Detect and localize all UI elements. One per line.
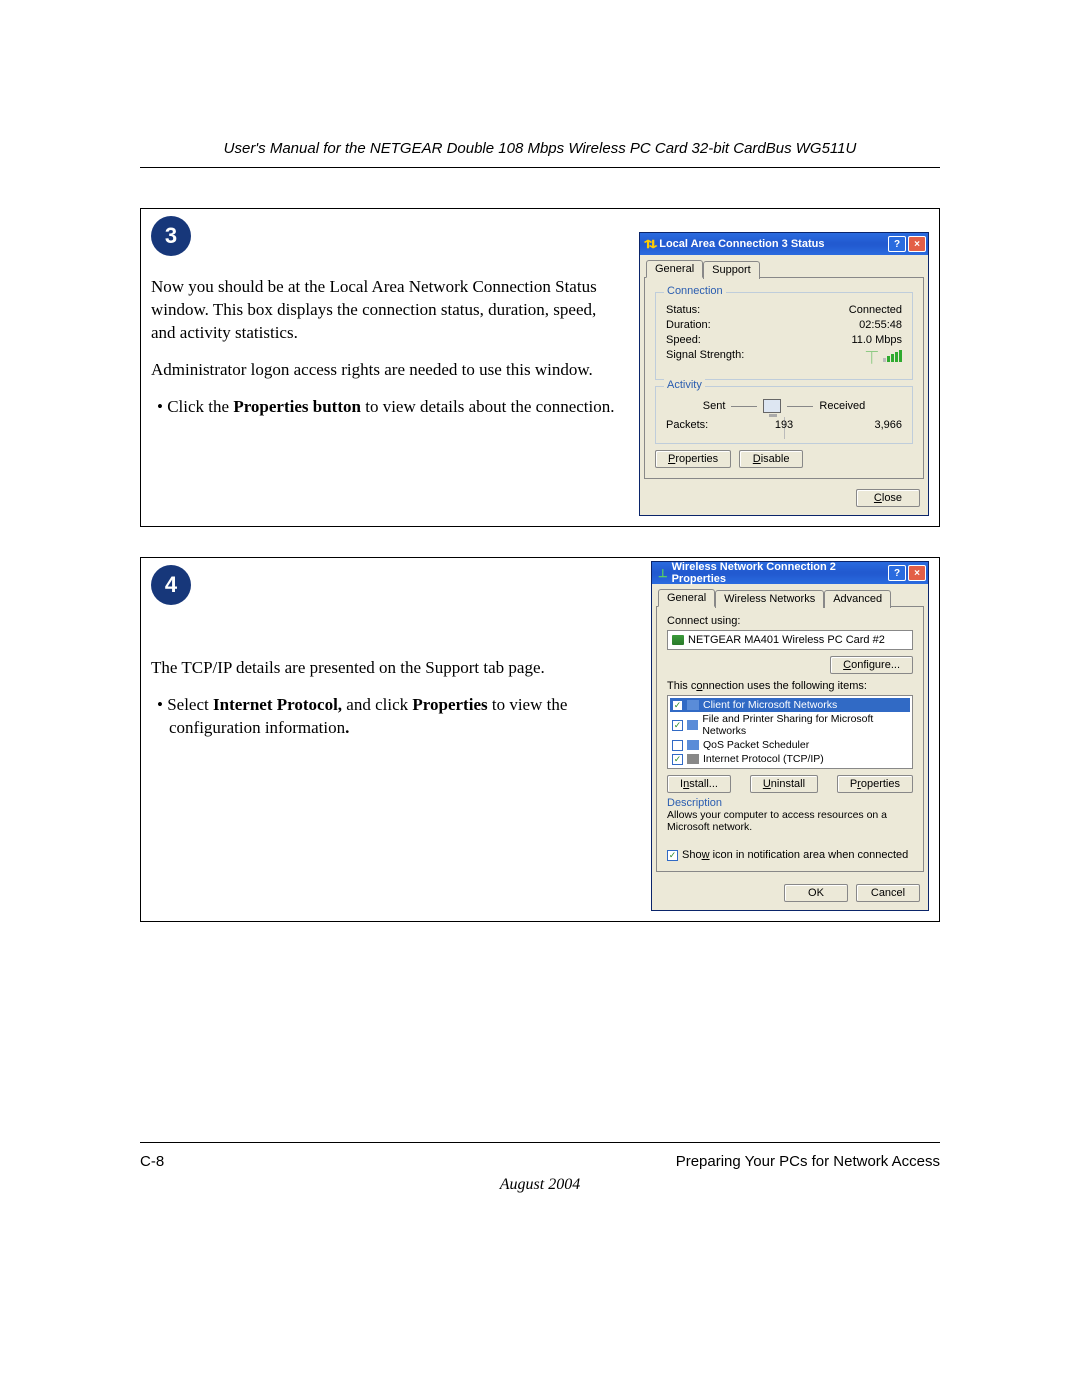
component-icon: [687, 754, 699, 764]
checkbox-icon[interactable]: ✓: [672, 740, 683, 751]
disable-button[interactable]: Disable: [739, 450, 803, 468]
step-3-badge: 3: [151, 216, 191, 256]
step3-bullet1: Click the Properties button to view deta…: [169, 396, 621, 419]
activity-fieldset: Activity Sent Received Packets: 193 3,96…: [655, 386, 913, 444]
signal-label: Signal Strength:: [666, 349, 744, 366]
speed-label: Speed:: [666, 334, 701, 346]
step-4-badge: 4: [151, 565, 191, 605]
signal-strength-icon: ⏉: [866, 349, 902, 366]
show-icon-label: Show icon in notification area when conn…: [682, 849, 908, 861]
component-label: QoS Packet Scheduler: [703, 739, 809, 751]
duration-label: Duration:: [666, 319, 711, 331]
help-button[interactable]: ?: [888, 236, 906, 252]
list-item[interactable]: ✓ QoS Packet Scheduler: [670, 738, 910, 752]
computers-icon: [763, 399, 781, 413]
component-icon: [687, 720, 698, 730]
checkbox-icon[interactable]: ✓: [672, 700, 683, 711]
packets-received: 3,966: [874, 419, 902, 431]
component-icon: [687, 700, 699, 710]
text: to view details about the connection.: [361, 397, 615, 416]
text-bold: Properties: [412, 695, 487, 714]
close-button[interactable]: ×: [908, 236, 926, 252]
status-value: Connected: [849, 304, 902, 316]
packets-label: Packets:: [666, 419, 708, 431]
text-bold: .: [345, 718, 349, 737]
uses-items-label: This connection uses the following items…: [667, 680, 913, 692]
step-3-box: 3 Now you should be at the Local Area Ne…: [140, 208, 940, 527]
description-text: Allows your computer to access resources…: [667, 809, 913, 833]
dialog-titlebar: ⊥ Wireless Network Connection 2 Properti…: [652, 562, 928, 584]
properties-button[interactable]: PPropertiesroperties: [655, 450, 731, 468]
step4-para1: The TCP/IP details are presented on the …: [151, 657, 633, 680]
step4-bullet1: Select Internet Protocol, and click Prop…: [169, 694, 633, 740]
footer-date: August 2004: [140, 1176, 940, 1194]
step3-para2: Administrator logon access rights are ne…: [151, 359, 621, 382]
page-footer: C-8 Preparing Your PCs for Network Acces…: [140, 1142, 940, 1170]
uninstall-button[interactable]: Uninstall: [750, 775, 818, 793]
lan-status-dialog: ⇅ Local Area Connection 3 Status ? × Gen…: [639, 232, 929, 516]
tabs: General Support: [640, 255, 928, 277]
properties-button[interactable]: Properties: [837, 775, 913, 793]
tab-panel: Connection Status: Connected Duration: 02:…: [644, 277, 924, 479]
tab-wireless-networks[interactable]: Wireless Networks: [715, 590, 824, 608]
tab-support[interactable]: Support: [703, 261, 760, 279]
tabs: General Wireless Networks Advanced: [652, 584, 928, 606]
tab-general[interactable]: General: [658, 589, 715, 607]
page-number: C-8: [140, 1153, 164, 1170]
configure-button[interactable]: Configure...: [830, 656, 913, 674]
list-item[interactable]: ✓ File and Printer Sharing for Microsoft…: [670, 712, 910, 738]
ok-button[interactable]: OK: [784, 884, 848, 902]
checkbox-icon[interactable]: ✓: [672, 720, 683, 731]
adapter-field: NETGEAR MA401 Wireless PC Card #2: [667, 630, 913, 650]
description-label: Description: [667, 797, 913, 809]
speed-value: 11.0 Mbps: [851, 334, 902, 346]
tab-general[interactable]: General: [646, 260, 703, 278]
help-button[interactable]: ?: [888, 565, 906, 581]
sent-label: Sent: [703, 400, 726, 412]
status-label: Status:: [666, 304, 700, 316]
text: Click the: [167, 397, 233, 416]
dialog-titlebar: ⇅ Local Area Connection 3 Status ? ×: [640, 233, 928, 255]
show-icon-checkbox[interactable]: ✓: [667, 850, 678, 861]
activity-legend: Activity: [664, 379, 705, 391]
text-bold: Internet Protocol,: [213, 695, 342, 714]
connect-using-label: Connect using:: [667, 615, 913, 627]
close-button[interactable]: ×: [908, 565, 926, 581]
text-bold: Properties button: [233, 397, 361, 416]
component-label: Internet Protocol (TCP/IP): [703, 753, 824, 765]
received-label: Received: [819, 400, 865, 412]
text: and click: [342, 695, 412, 714]
wlan-properties-dialog: ⊥ Wireless Network Connection 2 Properti…: [651, 561, 929, 911]
checkbox-icon[interactable]: ✓: [672, 754, 683, 765]
install-button[interactable]: Install...: [667, 775, 731, 793]
components-list[interactable]: ✓ Client for Microsoft Networks ✓ File a…: [667, 695, 913, 769]
list-item[interactable]: ✓ Internet Protocol (TCP/IP): [670, 752, 910, 766]
dialog-title: Local Area Connection 3 Status: [659, 238, 824, 250]
step-4-box: 4 The TCP/IP details are presented on th…: [140, 557, 940, 922]
lan-icon: ⇅: [643, 238, 658, 251]
component-icon: [687, 740, 699, 750]
wlan-icon: ⊥: [658, 567, 668, 580]
cancel-button[interactable]: Cancel: [856, 884, 920, 902]
list-item[interactable]: ✓ Client for Microsoft Networks: [670, 698, 910, 712]
component-label: Client for Microsoft Networks: [703, 699, 837, 711]
duration-value: 02:55:48: [859, 319, 902, 331]
connection-fieldset: Connection Status:Connected Duration:02:…: [655, 292, 913, 380]
packets-sent: 193: [775, 419, 793, 431]
section-title: Preparing Your PCs for Network Access: [676, 1153, 940, 1170]
step3-para1: Now you should be at the Local Area Netw…: [151, 276, 621, 345]
manual-header: User's Manual for the NETGEAR Double 108…: [140, 140, 940, 168]
close-dialog-button[interactable]: Close: [856, 489, 920, 507]
adapter-icon: [672, 635, 684, 645]
tab-panel: Connect using: NETGEAR MA401 Wireless PC…: [656, 606, 924, 872]
adapter-name: NETGEAR MA401 Wireless PC Card #2: [688, 634, 885, 646]
dialog-title: Wireless Network Connection 2 Properties: [672, 561, 888, 585]
connection-legend: Connection: [664, 285, 726, 297]
text: Select: [167, 695, 213, 714]
component-label: File and Printer Sharing for Microsoft N…: [702, 713, 908, 737]
tab-advanced[interactable]: Advanced: [824, 590, 891, 608]
